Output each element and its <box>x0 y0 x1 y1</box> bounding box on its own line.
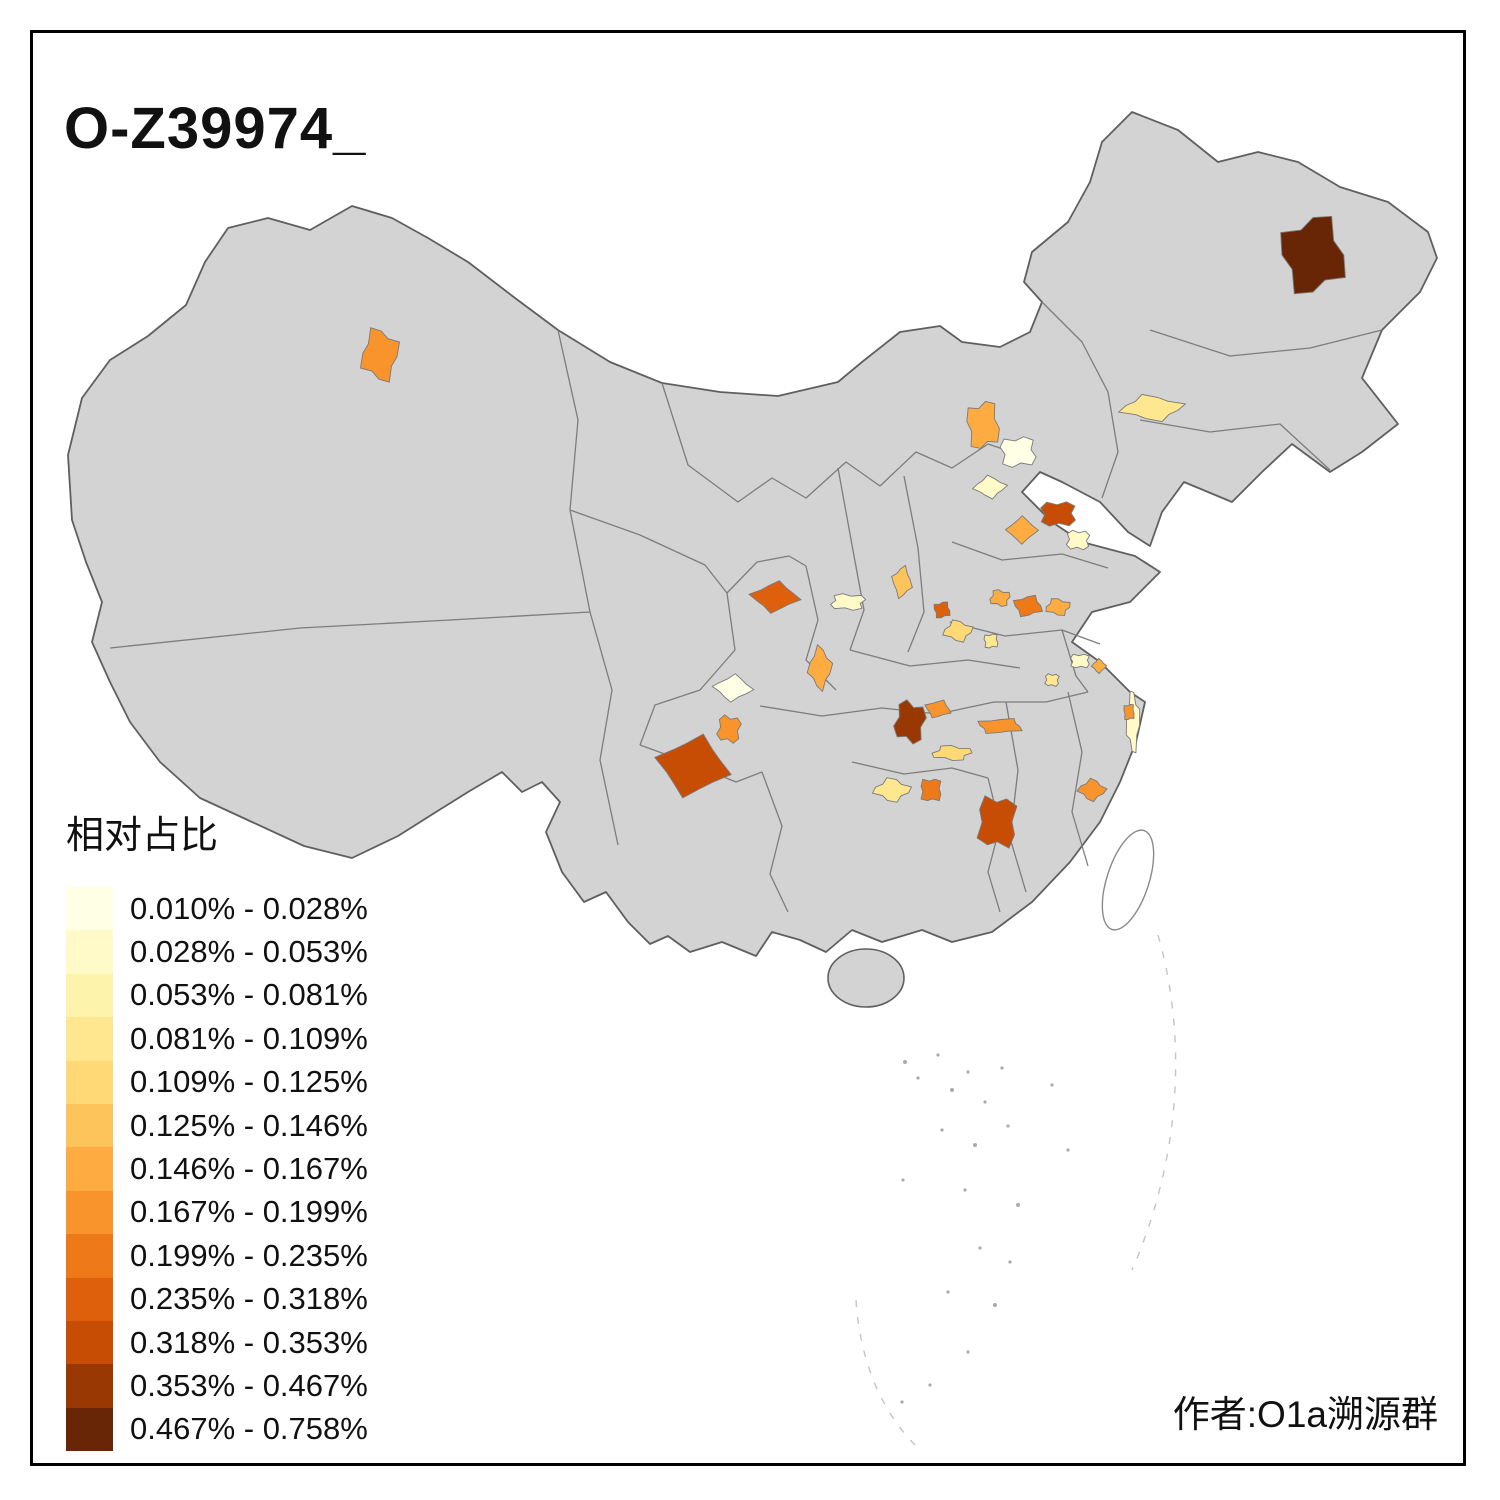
legend-row: 0.081% - 0.109% <box>66 1017 368 1061</box>
legend-swatch <box>66 1277 113 1321</box>
legend-swatch <box>66 1017 113 1061</box>
legend-row: 0.028% - 0.053% <box>66 930 368 974</box>
legend-label: 0.053% - 0.081% <box>130 977 368 1013</box>
legend-label: 0.109% - 0.125% <box>130 1064 368 1100</box>
map-region-r27 <box>924 699 952 719</box>
legend-row: 0.467% - 0.758% <box>66 1407 368 1452</box>
map-region-r28 <box>931 744 973 762</box>
legend-row: 0.199% - 0.235% <box>66 1234 368 1278</box>
map-region-r34 <box>1076 777 1108 803</box>
legend-label: 0.235% - 0.318% <box>130 1281 368 1317</box>
legend-label: 0.467% - 0.758% <box>130 1411 368 1447</box>
map-region-r29 <box>977 718 1023 734</box>
region-layer <box>359 215 1346 849</box>
map-region-r15 <box>1045 598 1071 616</box>
sea-boundary-dashes <box>855 934 1177 1447</box>
legend-title: 相对占比 <box>66 815 219 857</box>
legend-row: 0.125% - 0.146% <box>66 1103 368 1148</box>
map-region-r02 <box>359 327 401 383</box>
legend-row: 0.353% - 0.467% <box>66 1364 368 1408</box>
legend-row: 0.167% - 0.199% <box>66 1190 368 1235</box>
map-region-r01 <box>1280 215 1346 295</box>
province-borders <box>109 301 1383 913</box>
legend-label: 0.010% - 0.028% <box>130 890 368 926</box>
map-region-r35 <box>976 795 1018 849</box>
legend-swatch <box>66 1103 113 1148</box>
legend-swatch <box>66 1234 113 1278</box>
legend-label: 0.353% - 0.467% <box>130 1367 368 1403</box>
country-outline <box>67 111 1438 957</box>
map-region-r03 <box>966 400 1000 449</box>
legend-swatch <box>66 1407 113 1452</box>
legend-label: 0.125% - 0.146% <box>130 1107 368 1143</box>
map-region-r17 <box>942 619 974 643</box>
sea-islets <box>900 1053 1070 1404</box>
legend-label: 0.318% - 0.353% <box>130 1324 368 1360</box>
legend-row: 0.109% - 0.125% <box>66 1060 368 1104</box>
taiwan-island <box>1101 829 1155 931</box>
legend-label: 0.167% - 0.199% <box>130 1194 368 1230</box>
legend-row: 0.235% - 0.318% <box>66 1277 368 1321</box>
legend-swatch <box>66 973 113 1018</box>
map-region-r31 <box>1123 704 1135 720</box>
map-region-r23 <box>711 673 755 703</box>
map-region-r33 <box>920 778 942 802</box>
map-region-r10 <box>748 580 802 614</box>
map-region-r32 <box>871 777 913 803</box>
legend-label: 0.081% - 0.109% <box>130 1020 368 1056</box>
map-region-r18 <box>983 633 999 649</box>
map-region-r11 <box>829 593 867 611</box>
legend-label: 0.146% - 0.167% <box>130 1151 368 1187</box>
map-region-r25 <box>654 733 732 799</box>
map-region-r12 <box>891 564 913 600</box>
map-region-r24 <box>716 714 742 744</box>
map-region-r21 <box>1090 657 1108 675</box>
legend-swatch <box>66 930 113 974</box>
map-region-r08 <box>1004 515 1040 545</box>
legend-row: 0.010% - 0.028% <box>66 887 368 931</box>
map-region-r14 <box>1012 594 1044 618</box>
page-title: O-Z39974_ <box>64 95 367 161</box>
legend-row: 0.053% - 0.081% <box>66 973 368 1018</box>
map-region-r04 <box>1117 393 1187 423</box>
map-region-r13 <box>989 589 1011 607</box>
map-region-r06 <box>971 474 1009 500</box>
legend-swatch <box>66 1060 113 1104</box>
legend-label: 0.199% - 0.235% <box>130 1237 368 1273</box>
map-region-r05 <box>999 436 1037 468</box>
legend-row: 0.318% - 0.353% <box>66 1320 368 1365</box>
map-region-r20 <box>1070 653 1090 669</box>
legend-swatch <box>66 1364 113 1408</box>
legend-swatch <box>66 1320 113 1365</box>
map-region-r07 <box>1040 501 1076 527</box>
legend-swatch <box>66 887 113 931</box>
legend-rows: 0.010% - 0.028% 0.028% - 0.053% 0.053% - 0… <box>66 887 368 1452</box>
map-region-r22 <box>1044 673 1060 687</box>
legend-swatch <box>66 1190 113 1235</box>
legend: 相对占比 0.010% - 0.028% 0.028% - 0.053% 0.053… <box>66 804 368 1452</box>
legend-swatch <box>66 1147 113 1191</box>
legend-row: 0.146% - 0.167% <box>66 1147 368 1191</box>
author-credit: 作者:O1a溯源群 <box>1172 1394 1438 1435</box>
hainan-island <box>827 948 905 1008</box>
legend-label: 0.028% - 0.053% <box>130 934 368 970</box>
map-region-r09 <box>1065 529 1091 551</box>
map-region-r19 <box>806 643 834 693</box>
map-region-r26 <box>893 699 927 745</box>
map-region-r16 <box>933 601 951 619</box>
